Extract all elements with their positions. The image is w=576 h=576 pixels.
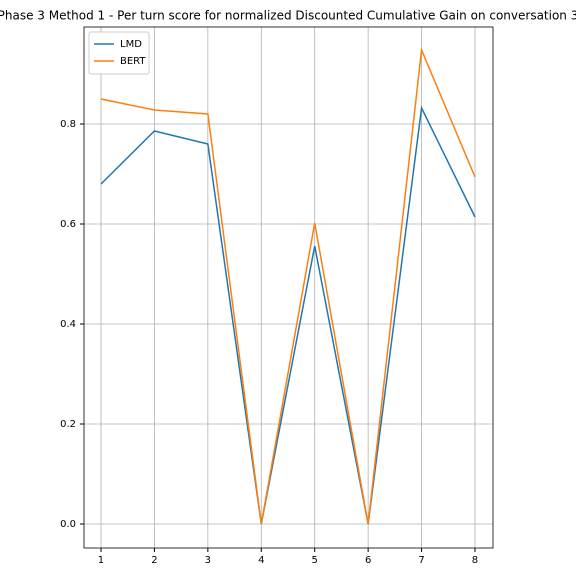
legend-label: LMD [120, 39, 142, 50]
y-tick-label: 0.6 [60, 219, 76, 230]
legend-label: BERT [120, 56, 146, 67]
chart-title: Phase 3 Method 1 - Per turn score for no… [0, 9, 576, 23]
y-tick-label: 0.8 [60, 119, 76, 130]
x-tick-label: 7 [418, 555, 424, 566]
x-tick-label: 1 [98, 555, 104, 566]
x-tick-label: 3 [205, 555, 211, 566]
legend: LMD BERT [88, 31, 150, 75]
x-tick-label: 8 [472, 555, 478, 566]
plot-frame [83, 26, 494, 549]
y-tick-label: 0.4 [60, 319, 76, 330]
x-tick-label: 2 [151, 555, 157, 566]
y-tick-label: 0.2 [60, 419, 76, 430]
x-tick-label: 5 [312, 555, 318, 566]
y-tick-label: 0.0 [60, 519, 76, 530]
x-tick-label: 6 [365, 555, 371, 566]
legend-box [88, 31, 150, 75]
series-line [100, 47, 476, 525]
x-tick-label: 4 [258, 555, 264, 566]
series-line [100, 105, 476, 525]
